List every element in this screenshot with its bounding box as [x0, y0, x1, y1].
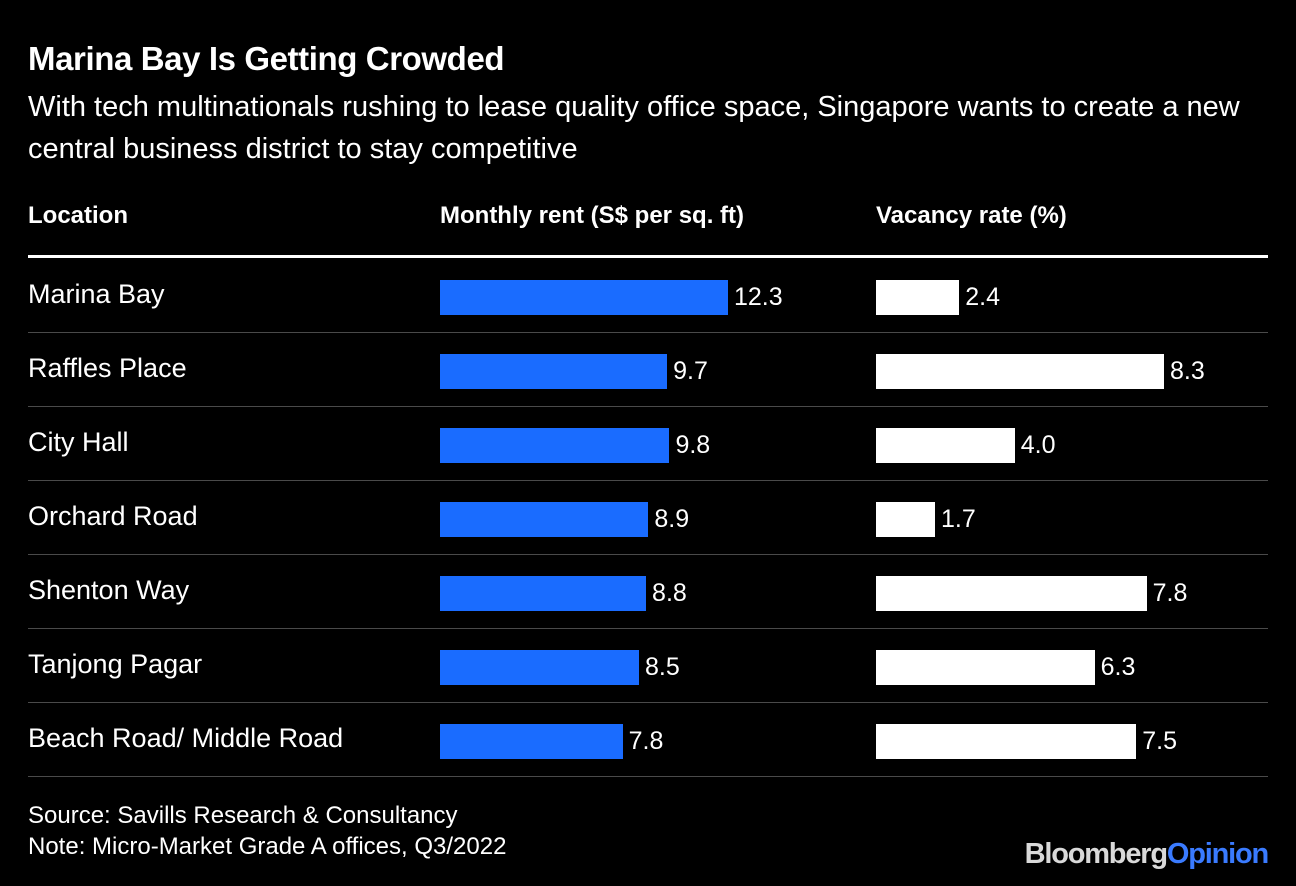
row-divider [28, 406, 1268, 407]
vacancy-value-label: 2.4 [965, 283, 1001, 311]
row-label: Beach Road/ Middle Road [28, 723, 344, 753]
rent-value-label: 8.5 [645, 653, 680, 681]
vacancy-bar [876, 280, 960, 315]
vacancy-bar [876, 428, 1015, 463]
row-divider [28, 628, 1268, 629]
row-label: Marina Bay [28, 279, 165, 309]
column-header-vacancy: Vacancy rate (%) [876, 202, 1067, 229]
row-divider [28, 702, 1268, 703]
rent-value-label: 9.8 [675, 431, 711, 459]
vacancy-value-label: 6.3 [1100, 653, 1136, 681]
note-text: Note: Micro-Market Grade A offices, Q3/2… [28, 833, 507, 860]
vacancy-bar [876, 354, 1164, 389]
vacancy-value-label: 7.8 [1152, 579, 1188, 607]
brand-bloomberg: Bloomberg [1024, 838, 1168, 870]
vacancy-value-label: 7.5 [1142, 727, 1177, 755]
rent-bar [440, 724, 623, 759]
vacancy-bar [876, 502, 935, 537]
rent-value-label: 12.3 [734, 283, 783, 311]
row-label: Orchard Road [28, 501, 198, 531]
source-text: Source: Savills Research & Consultancy [28, 802, 458, 829]
rent-bar [440, 502, 649, 537]
vacancy-value-label: 1.7 [940, 505, 976, 533]
rent-bar [440, 280, 728, 315]
row-label: Tanjong Pagar [28, 649, 203, 679]
chart-title: Marina Bay Is Getting Crowded [28, 40, 505, 77]
rent-bar [440, 428, 670, 463]
header-divider [28, 255, 1268, 258]
row-label: Shenton Way [28, 575, 190, 605]
vacancy-value-label: 8.3 [1170, 357, 1205, 385]
rent-bar [440, 354, 668, 389]
column-header-rent: Monthly rent (S$ per sq. ft) [440, 202, 745, 229]
row-divider [28, 554, 1268, 555]
brand-opinion: Opinion [1166, 838, 1269, 870]
vacancy-bar [876, 576, 1147, 611]
row-divider [28, 480, 1268, 481]
row-divider [28, 332, 1268, 333]
row-label: Raffles Place [28, 353, 187, 383]
rent-value-label: 8.9 [654, 505, 690, 533]
rent-bar [440, 650, 640, 685]
column-header-location: Location [28, 202, 128, 229]
rent-value-label: 7.8 [628, 727, 664, 755]
rent-value-label: 9.7 [673, 357, 708, 385]
vacancy-bar [876, 650, 1095, 685]
rent-value-label: 8.8 [652, 579, 687, 607]
row-divider [28, 776, 1268, 777]
bloomberg-opinion-logo: BloombergOpinion [1024, 838, 1270, 871]
vacancy-bar [876, 724, 1137, 759]
row-label: City Hall [28, 427, 129, 457]
chart-subtitle: With tech multinationals rushing to leas… [28, 91, 1240, 165]
vacancy-value-label: 4.0 [1020, 431, 1056, 459]
rent-bar [440, 576, 647, 611]
source-notes: Source: Savills Research & Consultancy N… [28, 800, 506, 862]
